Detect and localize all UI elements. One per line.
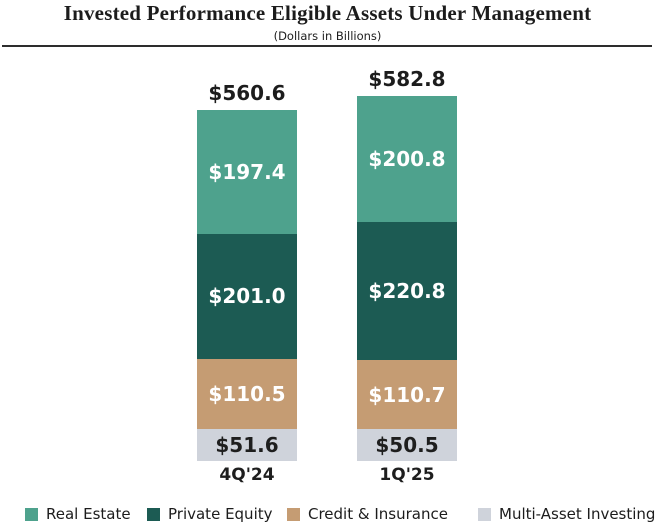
bar-total-label: $582.8 bbox=[368, 66, 446, 91]
legend-label: Private Equity bbox=[168, 505, 273, 523]
legend-swatch-credit-insurance bbox=[287, 507, 300, 521]
chart-subtitle: (Dollars in Billions) bbox=[273, 29, 382, 43]
segment-value-label: $51.6 bbox=[215, 432, 279, 457]
title-divider bbox=[2, 45, 652, 47]
legend-item-private-equity: Private Equity bbox=[147, 503, 273, 525]
legend-item-credit-insurance: Credit & Insurance bbox=[287, 503, 448, 525]
bar-segment-multi-asset-investing: $50.5 bbox=[357, 429, 457, 461]
segment-value-label: $220.8 bbox=[368, 278, 446, 303]
segment-value-label: $200.8 bbox=[368, 146, 446, 171]
bar-segment-private-equity: $220.8 bbox=[357, 221, 457, 360]
segment-value-label: $201.0 bbox=[208, 284, 286, 309]
legend-label: Credit & Insurance bbox=[308, 505, 448, 523]
segment-value-label: $110.5 bbox=[208, 382, 286, 407]
legend-item-real-estate: Real Estate bbox=[25, 503, 131, 525]
segment-value-label: $110.7 bbox=[368, 382, 446, 407]
bar-1q-25: $200.8 $220.8 $110.7 $50.5 bbox=[357, 95, 457, 461]
bar-segment-credit-insurance: $110.5 bbox=[197, 359, 297, 429]
bar-4q-24: $197.4 $201.0 $110.5 $51.6 bbox=[197, 109, 297, 461]
bar-segment-multi-asset-investing: $51.6 bbox=[197, 428, 297, 461]
legend: Real Estate Private Equity Credit & Insura… bbox=[0, 503, 655, 525]
segment-value-label: $50.5 bbox=[375, 433, 439, 458]
chart-title: Invested Performance Eligible Assets Und… bbox=[63, 1, 592, 25]
legend-swatch-real-estate bbox=[25, 507, 38, 521]
legend-label: Multi-Asset Investing bbox=[499, 505, 655, 523]
bar-segment-private-equity: $201.0 bbox=[197, 233, 297, 360]
legend-label: Real Estate bbox=[46, 505, 131, 523]
segment-value-label: $197.4 bbox=[208, 159, 286, 184]
bar-segment-real-estate: $197.4 bbox=[197, 109, 297, 234]
bar-segment-real-estate: $200.8 bbox=[357, 95, 457, 222]
legend-item-multi-asset-investing: Multi-Asset Investing bbox=[478, 503, 655, 525]
bar-total-label: $560.6 bbox=[208, 80, 286, 105]
x-axis-label-4q-24: 4Q'24 bbox=[219, 465, 275, 485]
legend-swatch-private-equity bbox=[147, 507, 160, 521]
legend-swatch-multi-asset-investing bbox=[478, 507, 491, 521]
bar-segment-credit-insurance: $110.7 bbox=[357, 360, 457, 430]
x-axis-label-1q-25: 1Q'25 bbox=[379, 465, 435, 485]
